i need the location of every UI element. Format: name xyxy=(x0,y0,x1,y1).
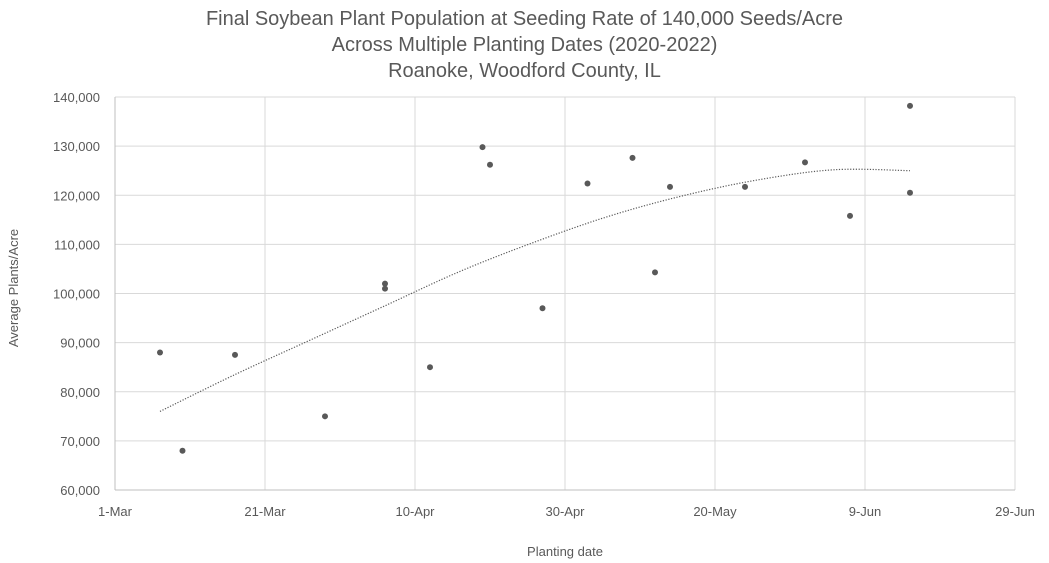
y-tick-label: 120,000 xyxy=(53,188,100,203)
grid-lines xyxy=(114,96,1016,491)
data-points xyxy=(157,102,913,454)
x-tick-label: 21-Mar xyxy=(244,504,286,519)
data-point xyxy=(742,183,748,190)
chart-title-line-1: Final Soybean Plant Population at Seedin… xyxy=(205,8,844,30)
chart-title-line-2: Across Multiple Planting Dates (2020-202… xyxy=(331,34,718,56)
data-point xyxy=(427,364,433,371)
data-point xyxy=(652,269,658,276)
data-point xyxy=(487,161,493,168)
data-point xyxy=(667,183,673,190)
x-axis-ticks: 1-Mar 21-Mar 10-Apr 30-Apr 20-May 9-Jun 29-Jun xyxy=(98,504,1035,519)
x-tick-label: 9-Jun xyxy=(849,504,882,519)
data-point xyxy=(382,285,388,292)
x-tick-label: 10-Apr xyxy=(395,504,435,519)
data-point xyxy=(479,144,486,151)
y-tick-label: 80,000 xyxy=(60,385,100,400)
chart-title: Final Soybean Plant Population at Seedin… xyxy=(0,6,1049,84)
data-point xyxy=(907,189,913,196)
y-tick-label: 140,000 xyxy=(53,90,100,105)
x-tick-label: 29-Jun xyxy=(995,504,1035,519)
data-point xyxy=(584,180,591,187)
y-tick-label: 90,000 xyxy=(60,336,100,351)
data-point xyxy=(847,212,853,219)
x-axis-label: Planting date xyxy=(527,544,603,559)
data-point xyxy=(322,413,328,420)
data-point xyxy=(802,159,808,166)
data-point xyxy=(382,280,388,287)
x-tick-label: 1-Mar xyxy=(98,504,133,519)
trendline xyxy=(159,168,911,412)
data-point xyxy=(157,349,163,356)
data-point xyxy=(629,154,636,161)
data-point xyxy=(232,351,238,358)
x-tick-label: 20-May xyxy=(693,504,737,519)
y-tick-label: 60,000 xyxy=(60,483,100,498)
y-tick-label: 100,000 xyxy=(53,287,100,302)
data-point xyxy=(179,447,186,454)
y-tick-label: 110,000 xyxy=(54,237,100,252)
chart-title-line-3: Roanoke, Woodford County, IL xyxy=(388,60,661,82)
data-point xyxy=(907,102,913,109)
y-axis-label: Average Plants/Acre xyxy=(6,229,21,347)
y-tick-label: 130,000 xyxy=(53,139,100,154)
y-axis-ticks: 60,000 70,000 80,000 90,000 100,000 110,000 12… xyxy=(53,90,100,498)
y-tick-label: 70,000 xyxy=(60,434,100,449)
data-point xyxy=(539,305,546,312)
x-tick-label: 30-Apr xyxy=(545,504,585,519)
